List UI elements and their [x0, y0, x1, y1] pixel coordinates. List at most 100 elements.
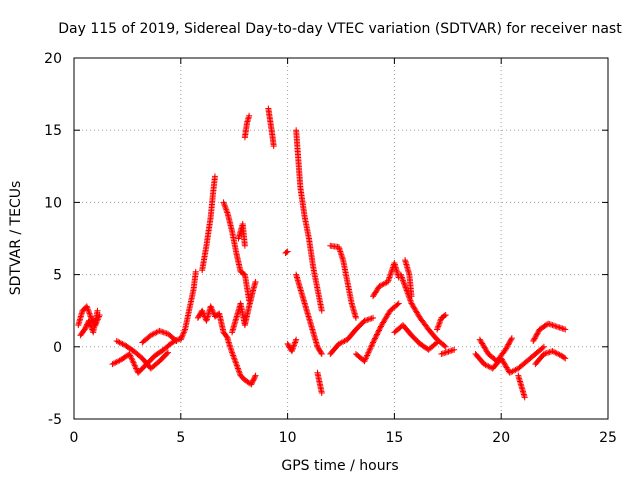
data-point [362, 355, 369, 362]
data-point [534, 330, 541, 337]
data-point [222, 205, 229, 212]
data-point [252, 278, 259, 285]
data-point [318, 390, 325, 397]
data-point [221, 200, 228, 207]
data-point [86, 319, 93, 326]
data-point [377, 323, 384, 330]
data-point [115, 358, 122, 365]
data-point [318, 307, 325, 314]
data-point [481, 361, 488, 368]
y-tick-label: 20 [44, 51, 62, 67]
data-point [131, 362, 138, 369]
data-point [382, 280, 389, 287]
data-point [208, 306, 215, 313]
data-point [126, 351, 133, 358]
data-point [533, 332, 540, 339]
data-point [335, 340, 342, 347]
data-point [373, 331, 380, 338]
data-point [291, 340, 298, 347]
data-point [441, 312, 448, 319]
data-point [502, 346, 509, 353]
data-point [371, 336, 378, 343]
y-axis-label: SDTVAR / TECUs [8, 181, 24, 296]
data-point [86, 310, 93, 317]
data-point [163, 350, 170, 357]
data-point [507, 337, 514, 344]
data-point [223, 208, 230, 215]
data-point [338, 339, 345, 346]
data-point [220, 199, 227, 206]
data-point [503, 345, 510, 352]
x-tick-label: 20 [492, 430, 510, 446]
data-point [231, 355, 238, 362]
data-point [434, 326, 441, 333]
data-point [372, 335, 379, 342]
data-point [84, 304, 91, 311]
data-point [289, 346, 296, 353]
data-point [434, 339, 441, 346]
data-point [149, 331, 156, 338]
data-point [375, 327, 382, 334]
data-point [223, 333, 230, 340]
data-point [152, 330, 159, 337]
data-point [399, 275, 406, 282]
data-point [232, 359, 239, 366]
data-point [153, 329, 160, 336]
data-point [85, 309, 92, 316]
data-point [223, 206, 230, 213]
y-tick-label: 5 [53, 268, 62, 284]
data-point [208, 304, 215, 311]
data-point [550, 348, 557, 355]
data-point [372, 334, 379, 341]
data-point [233, 362, 240, 369]
data-point [284, 248, 291, 255]
data-point [117, 340, 124, 347]
data-point [83, 303, 90, 310]
data-point [553, 350, 560, 357]
data-point [288, 348, 295, 355]
data-point [229, 349, 236, 356]
x-tick-label: 0 [70, 430, 79, 446]
data-point [376, 326, 383, 333]
data-point [199, 307, 206, 314]
data-point [84, 306, 91, 313]
data-point [252, 372, 259, 379]
data-point [436, 319, 443, 326]
data-point [210, 309, 217, 316]
data-point [113, 338, 120, 345]
data-point [87, 320, 94, 327]
data-point [236, 369, 243, 376]
y-tick-label: 0 [53, 340, 62, 356]
data-point [512, 366, 519, 373]
data-point [231, 356, 238, 363]
data-point [128, 355, 135, 362]
data-point [87, 313, 94, 320]
data-point [173, 338, 180, 345]
data-point [341, 338, 348, 345]
data-point [533, 331, 540, 338]
data-point [233, 361, 240, 368]
data-point [179, 333, 186, 340]
data-point [506, 340, 513, 347]
data-point [552, 349, 559, 356]
data-point [398, 274, 405, 281]
data-point [234, 364, 241, 371]
data-point [377, 324, 384, 331]
data-point [241, 242, 248, 249]
data-point [532, 334, 539, 341]
data-point [362, 356, 369, 363]
data-point [508, 336, 515, 343]
grid [74, 58, 608, 419]
data-point [369, 340, 376, 347]
data-point [361, 358, 368, 365]
data-point [483, 362, 490, 369]
data-point [87, 322, 94, 329]
data-point [509, 368, 516, 375]
data-point [398, 273, 405, 280]
data-point [402, 283, 409, 290]
data-point [373, 332, 380, 339]
data-point [132, 364, 139, 371]
data-point [127, 353, 134, 360]
data-point [221, 202, 228, 209]
